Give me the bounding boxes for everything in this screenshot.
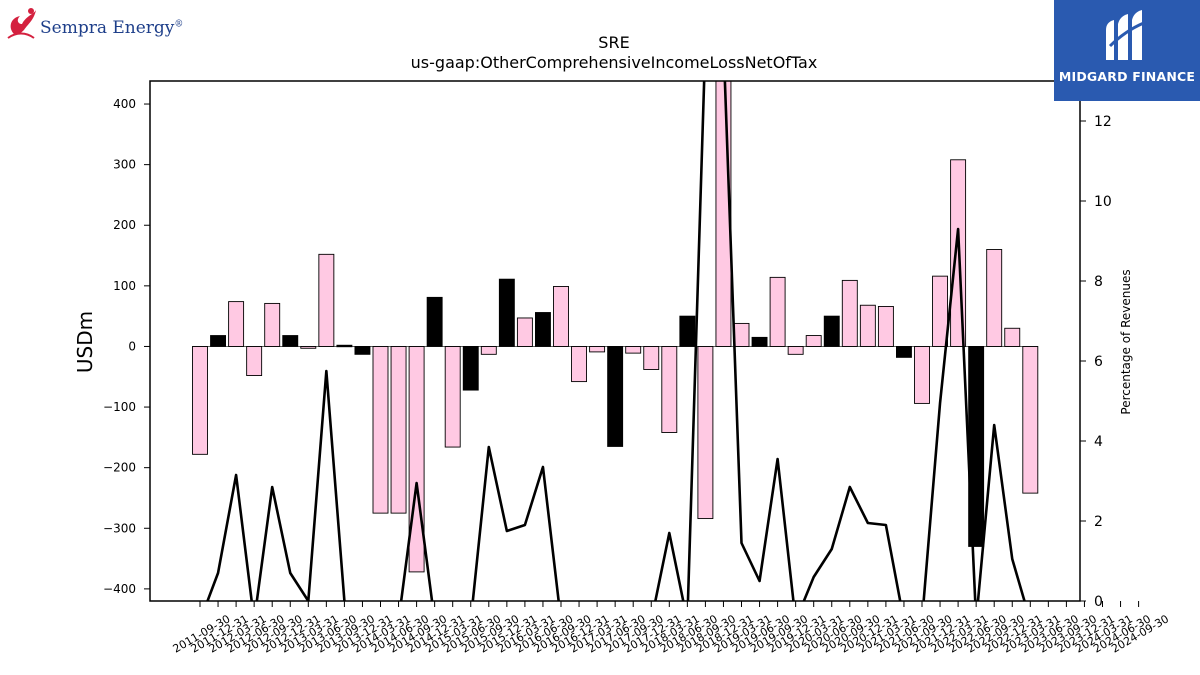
sempra-flame-icon [7, 8, 36, 39]
y-tick-label: 300 [113, 158, 136, 172]
y2-tick-label: 12 [1094, 114, 1112, 130]
bar [264, 302, 281, 347]
bar [679, 315, 696, 347]
y2-axis: 0 2 4 6 8 10 12 [1080, 114, 1112, 610]
bar [769, 276, 786, 347]
bar [1022, 346, 1039, 494]
chart-title: SRE [598, 33, 629, 52]
bar [841, 279, 858, 347]
y2-tick-label: 10 [1094, 194, 1112, 210]
y-axis: −400 −300 −200 −100 0 100 200 300 400 [103, 97, 150, 596]
sempra-logo-text: Sempra Energy® [40, 18, 184, 38]
y-axis-label: USDm [73, 311, 97, 373]
percentage-line-series [206, 81, 1026, 601]
bar [932, 275, 948, 347]
bar [553, 286, 569, 347]
bar [408, 346, 425, 573]
bar [607, 346, 624, 447]
bar [372, 346, 389, 514]
y-tick-label: −200 [103, 461, 136, 475]
chart-subtitle: us-gaap:OtherComprehensiveIncomeLossNetO… [411, 53, 818, 72]
percentage-line [206, 81, 1026, 601]
bar [318, 253, 335, 347]
bar [571, 346, 587, 383]
bar [480, 346, 497, 355]
bar [823, 315, 840, 347]
y2-tick-label: 2 [1094, 514, 1103, 530]
bar [210, 335, 227, 347]
bar [354, 346, 371, 355]
bar [643, 346, 660, 370]
y-tick-label: 0 [128, 339, 136, 353]
bar [805, 335, 822, 347]
y2-tick-label: 0 [1094, 594, 1103, 610]
y-tick-label: 400 [113, 97, 136, 111]
bar [516, 317, 533, 347]
midgard-logo: MIDGARD FINANCE [1054, 0, 1200, 101]
bar [426, 296, 443, 347]
x-axis: 2011-09-302011-12-312012-03-312012-06-30… [171, 601, 1171, 656]
bar [1004, 327, 1021, 347]
bar [877, 306, 894, 347]
bar [462, 346, 479, 391]
bar [896, 346, 912, 358]
bar [444, 346, 461, 448]
bar [228, 301, 245, 347]
bar [914, 346, 930, 404]
bar [390, 346, 407, 514]
y2-tick-label: 8 [1094, 274, 1103, 290]
y2-tick-label: 4 [1094, 434, 1103, 450]
y-tick-label: 100 [113, 279, 136, 293]
bar [282, 335, 299, 347]
bar [661, 346, 678, 433]
y2-axis-label: Percentage of Revenues [1119, 269, 1133, 414]
bar [986, 249, 1003, 347]
bar [751, 336, 768, 347]
plot-frame [149, 80, 1081, 602]
midgard-logo-text: MIDGARD FINANCE [1058, 69, 1196, 84]
y2-tick-label: 6 [1094, 354, 1103, 370]
midgard-emblem-icon [1106, 10, 1147, 60]
bar [733, 322, 750, 347]
bar [535, 312, 551, 347]
y-tick-label: −100 [103, 400, 136, 414]
bar [625, 346, 642, 354]
bar [192, 346, 208, 455]
bar [498, 278, 515, 347]
bar [697, 346, 714, 520]
y-tick-label: −400 [103, 582, 136, 596]
y-tick-label: −300 [103, 521, 136, 535]
registered-mark: ® [174, 19, 184, 30]
bar-series [192, 81, 1039, 573]
y-tick-label: 200 [113, 218, 136, 232]
bar [589, 346, 606, 353]
sempra-logo: Sempra Energy® [4, 4, 183, 46]
bar [246, 346, 263, 376]
bar [859, 304, 876, 347]
bar [787, 346, 804, 355]
